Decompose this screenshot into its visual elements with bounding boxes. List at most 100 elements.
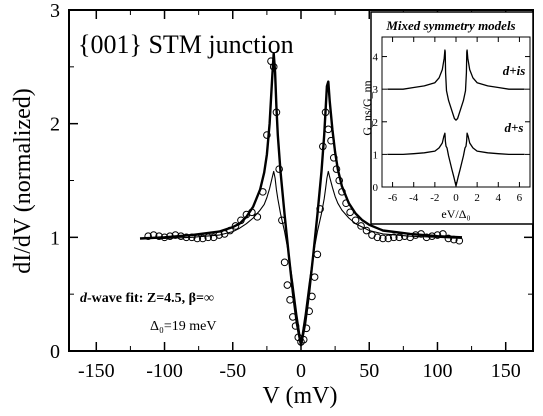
- data-point: [193, 234, 202, 243]
- y-tick-label: 3: [50, 0, 60, 22]
- data-point: [346, 208, 354, 217]
- data-point: [280, 258, 289, 267]
- data-point: [253, 213, 262, 221]
- data-point: [433, 231, 442, 239]
- x-tick-label: 50: [359, 360, 379, 382]
- data-point: [335, 176, 344, 185]
- data-point: [275, 165, 283, 173]
- data-point: [182, 233, 191, 242]
- data-point: [177, 232, 185, 240]
- data-point: [319, 142, 327, 151]
- data-point: [390, 233, 398, 242]
- data-point: [357, 222, 365, 230]
- data-point: [428, 232, 436, 240]
- x-tick-label: 150: [491, 360, 521, 382]
- data-point: [198, 234, 207, 243]
- y-tick-label: 1: [50, 227, 60, 249]
- y-tick-label: 0: [50, 341, 60, 363]
- data-point: [450, 235, 458, 244]
- data-point: [316, 205, 324, 213]
- x-tick-label: 100: [422, 360, 452, 382]
- data-point: [439, 230, 447, 238]
- data-point: [455, 236, 464, 245]
- inset-x-tick-label: 4: [496, 192, 502, 204]
- data-point: [338, 188, 346, 196]
- data-point: [327, 136, 335, 145]
- inset-tick-labels: -6 -4 -2 0 2 4 6 0 1 2 3 4: [373, 52, 523, 204]
- inset-y-axis-label: G_ns/G_nn: [360, 80, 374, 135]
- x-tick-label: -50: [219, 360, 246, 382]
- data-point: [411, 231, 420, 239]
- x-tick-label: 0: [296, 360, 306, 382]
- inset-series-label: d+is: [503, 63, 526, 78]
- data-point: [289, 313, 297, 321]
- inset-panel: [370, 11, 534, 225]
- inset-x-tick-label: -6: [388, 192, 398, 204]
- data-point: [278, 216, 286, 225]
- data-point: [342, 199, 350, 208]
- inset-x-tick-label: 0: [453, 192, 459, 204]
- inset-curve-d-is: [387, 49, 525, 121]
- data-point: [395, 233, 404, 242]
- data-point: [379, 234, 387, 243]
- data-point: [329, 153, 338, 162]
- data-point: [417, 230, 425, 238]
- data-point: [362, 226, 371, 235]
- x-tick-label: -150: [78, 360, 115, 382]
- data-point: [384, 234, 393, 243]
- data-point: [286, 296, 294, 304]
- y-tick-label: 2: [50, 114, 60, 136]
- data-point: [324, 125, 333, 134]
- main-x-axis-label: V (mV): [263, 383, 338, 409]
- x-tick-label: -100: [146, 360, 183, 382]
- data-point: [310, 273, 319, 281]
- data-point: [155, 232, 163, 240]
- main-y-axis-label: dI/dV (normalized): [10, 88, 36, 274]
- fit-annotation-prefix: d: [80, 291, 88, 306]
- data-point: [248, 208, 256, 217]
- data-point: [299, 335, 308, 344]
- data-point: [283, 281, 292, 289]
- data-point: [237, 216, 245, 225]
- inset-y-tick-label: 0: [373, 182, 379, 194]
- data-point: [144, 232, 152, 240]
- data-point: [220, 230, 229, 238]
- data-point: [160, 233, 169, 242]
- inset-series-label: d+s: [505, 120, 524, 135]
- data-point: [321, 108, 330, 117]
- data-point: [263, 131, 271, 139]
- data-point: [308, 292, 316, 301]
- inset-x-tick-label: -2: [430, 192, 439, 204]
- inset-x-tick-label: 6: [517, 192, 523, 204]
- data-point: [272, 108, 281, 117]
- data-point: [149, 231, 158, 239]
- inset-y-tick-label: 2: [373, 117, 379, 129]
- data-point: [373, 233, 382, 242]
- fit-annotation: d-wave fit: Z=4.5, β=∞: [80, 291, 214, 306]
- inset-y-tick-label: 4: [373, 52, 379, 64]
- inset-x-tick-label: 2: [474, 192, 480, 204]
- data-point: [231, 222, 240, 230]
- inset-x-tick-label: -4: [409, 192, 419, 204]
- data-point: [332, 165, 341, 173]
- main-chart-title: {001} STM junction: [78, 30, 294, 59]
- data-point: [171, 231, 180, 239]
- inset-title: Mixed symmetry models: [385, 18, 515, 33]
- inset-curves: [387, 49, 525, 187]
- data-point: [444, 234, 453, 243]
- fit-annotation-text: -wave fit: Z=4.5, β=∞: [87, 291, 214, 306]
- inset-y-tick-label: 1: [373, 149, 379, 161]
- main-markers: [144, 57, 464, 346]
- data-point: [204, 233, 212, 242]
- inset-curve-d-s: [387, 132, 525, 187]
- data-point: [258, 188, 267, 196]
- data-point: [400, 232, 409, 240]
- data-point: [313, 250, 322, 259]
- inset-y-tick-label: 3: [373, 84, 379, 96]
- data-point: [291, 322, 300, 330]
- inset-x-axis-label: eV/Δ₀: [441, 207, 470, 221]
- data-point: [422, 233, 431, 242]
- data-point: [302, 324, 311, 333]
